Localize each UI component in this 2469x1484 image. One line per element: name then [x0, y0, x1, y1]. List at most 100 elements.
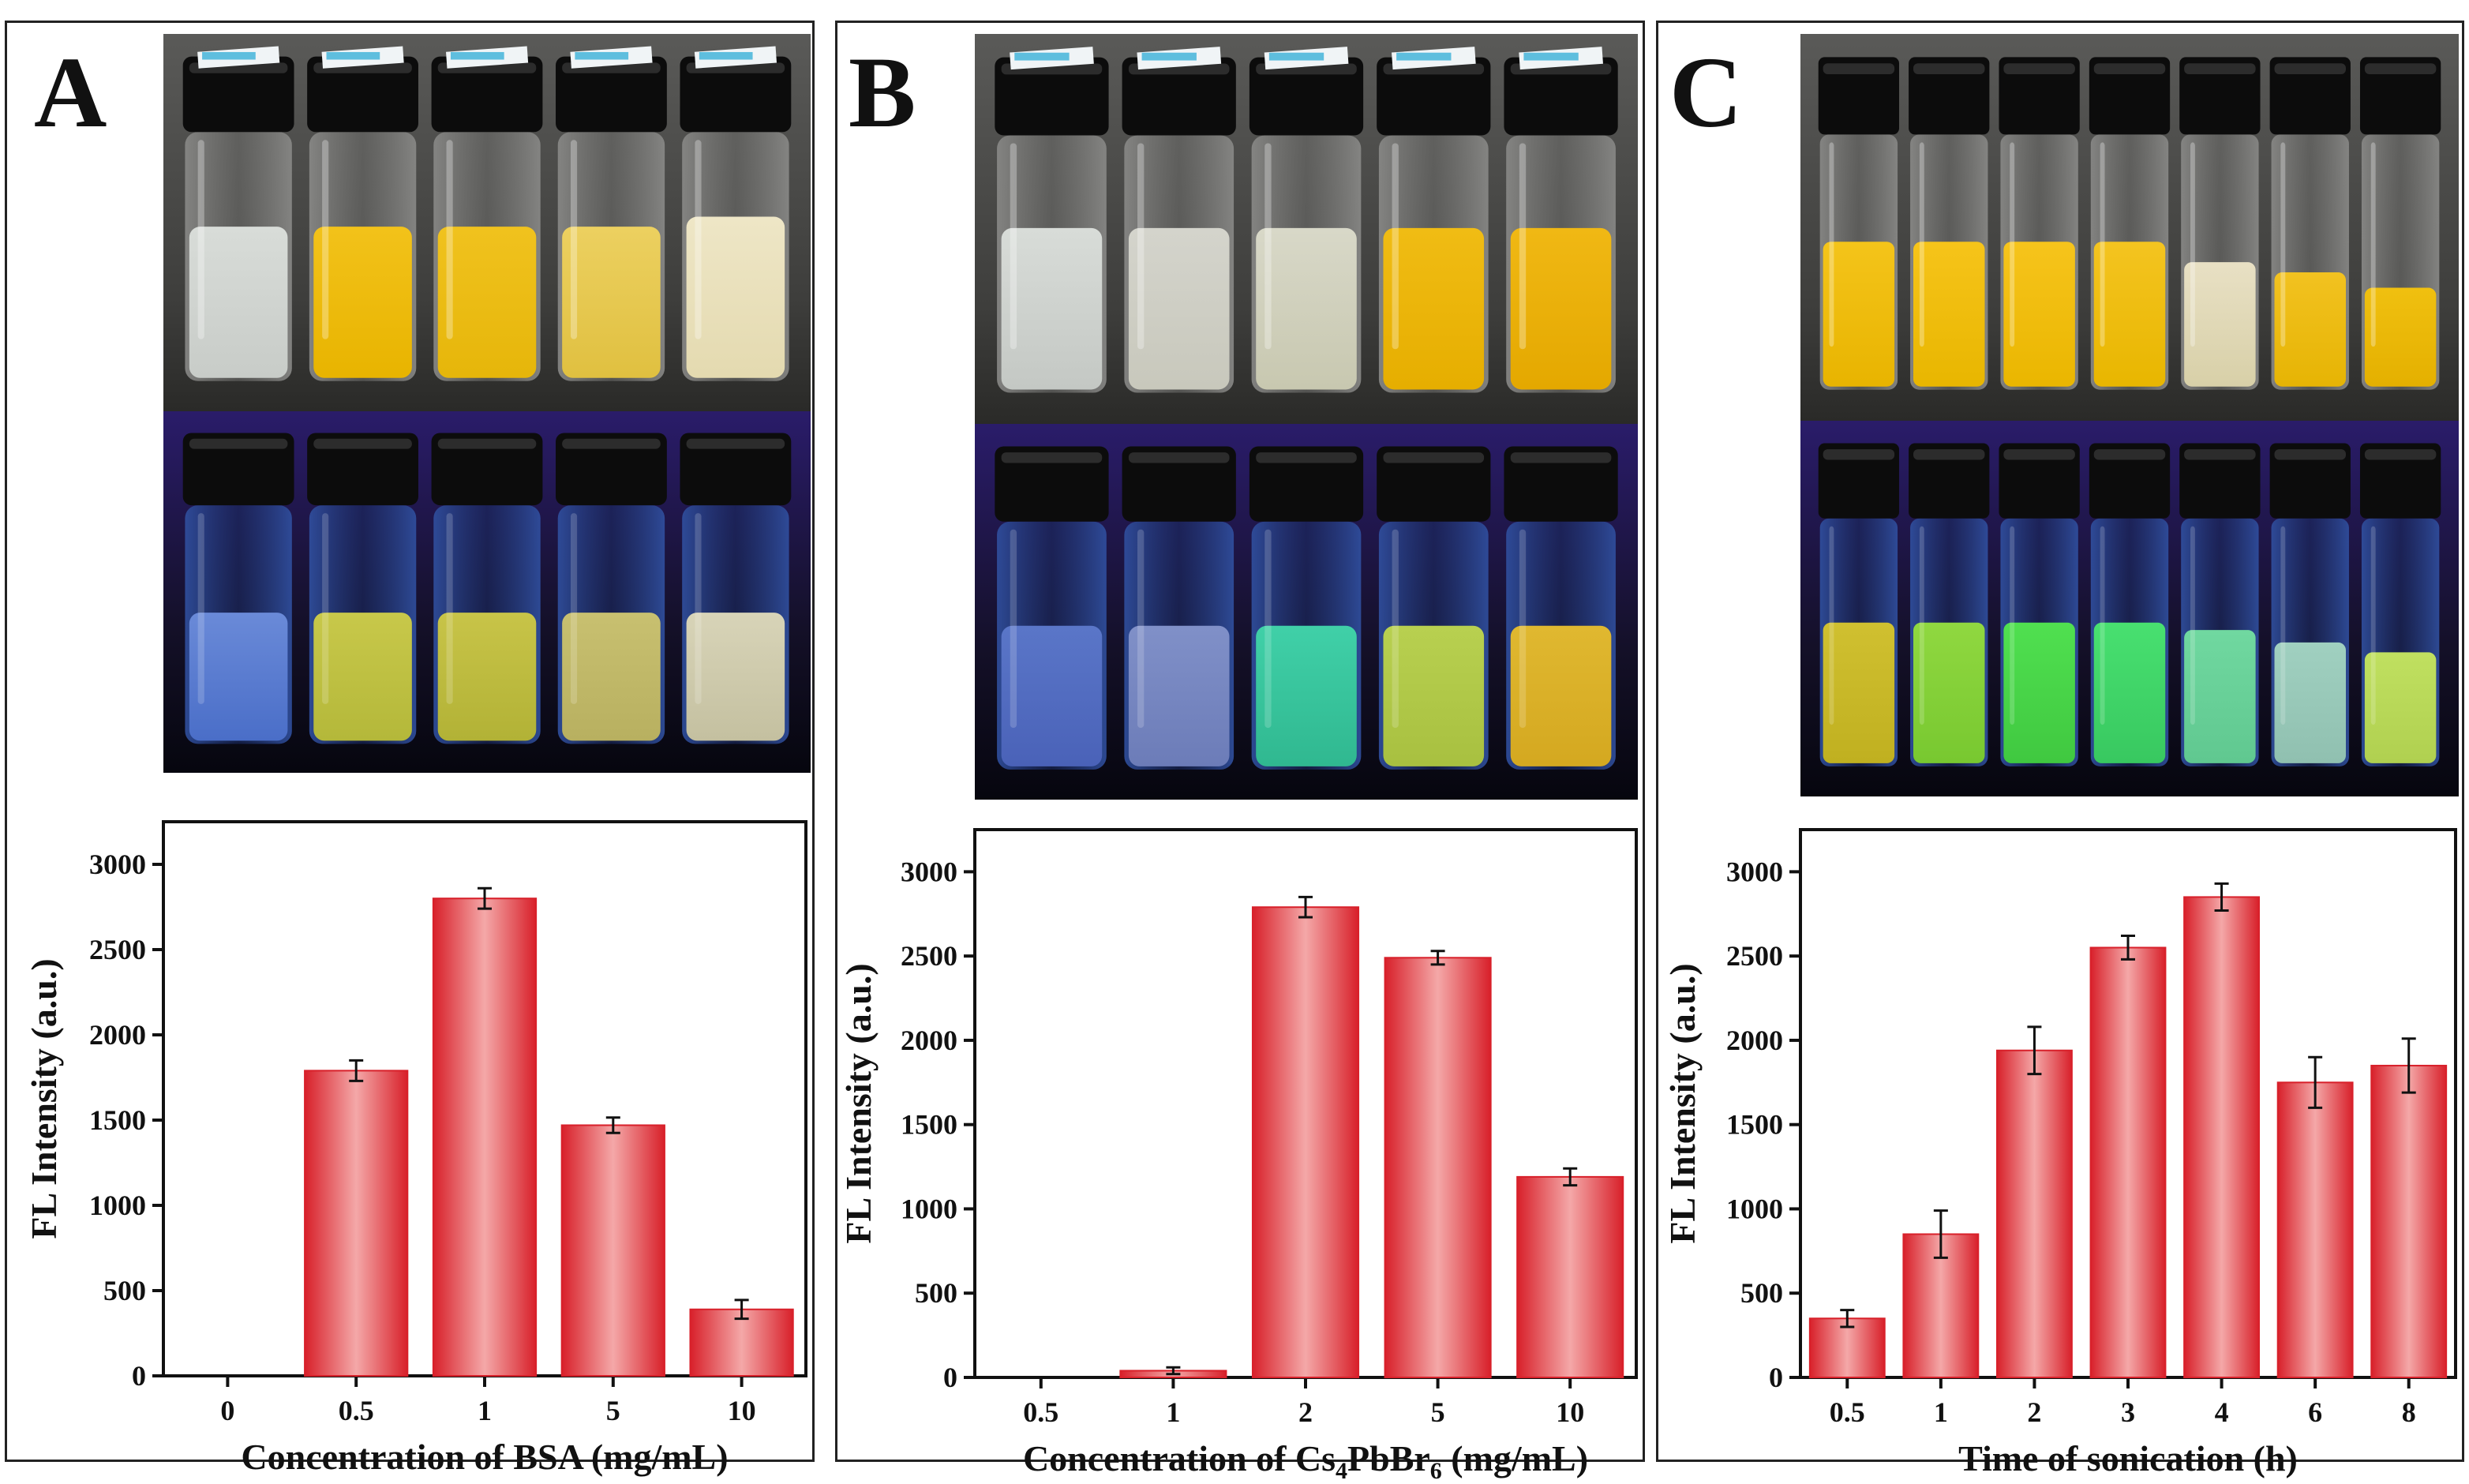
x-tick-label: 10	[1556, 1396, 1584, 1428]
vial	[1818, 443, 1900, 766]
y-tick-label: 1500	[901, 1109, 957, 1141]
bar	[2183, 896, 2261, 1378]
vial	[2359, 57, 2441, 390]
x-axis-label: Time of sonication (h)	[1958, 1438, 2298, 1478]
x-tick-label: 0	[220, 1395, 234, 1426]
vials-daylight	[163, 34, 811, 411]
bar	[1251, 906, 1360, 1378]
vials-uv-photo	[1800, 421, 2459, 796]
bar-chart-c: 0 500 1000 1500 2000 2500 3000 0.5 1 2 3 4 6 8 FL Inte…	[1658, 812, 2467, 1478]
vial	[431, 46, 543, 381]
vial	[1249, 446, 1364, 770]
y-tick-label: 3000	[1726, 856, 1783, 887]
x-tick-label: 5	[606, 1395, 620, 1426]
vial	[307, 433, 418, 744]
x-tick-label: 1	[1934, 1396, 1948, 1428]
vial	[1818, 57, 1900, 390]
vial	[2089, 57, 2171, 390]
bar	[1516, 1175, 1624, 1378]
bar-chart-b: 0 500 1000 1500 2000 2500 3000 0.5 1 2 5 10 FL Inten…	[837, 812, 1647, 1484]
y-tick-label: 1000	[1726, 1193, 1783, 1224]
x-tick-label: 0.5	[1023, 1396, 1058, 1428]
vial	[1377, 446, 1491, 770]
vial	[680, 433, 792, 744]
vial	[556, 433, 667, 744]
vials-daylight-photo	[163, 34, 811, 411]
chart-svg: 0 500 1000 1500 2000 2500 3000 0.5 1 2 5 10 FL Inten…	[838, 828, 1638, 1484]
vial	[182, 46, 294, 381]
vial	[431, 433, 543, 744]
panel-c: C 0 500 1000 1500 2000 2500 3000 0.5 1 2 3 4 6 8 FL In…	[1656, 21, 2467, 1478]
vial	[2269, 57, 2351, 390]
vial	[2359, 443, 2441, 766]
vials-uv-photo	[163, 411, 811, 773]
vial	[1504, 47, 1618, 393]
y-tick-label: 3000	[901, 856, 957, 887]
vials-uv	[1800, 421, 2459, 796]
y-tick-label: 2500	[901, 940, 957, 972]
vial	[1504, 446, 1618, 770]
bar	[1384, 957, 1492, 1378]
vial	[1999, 443, 2080, 766]
vial	[1909, 57, 1990, 390]
bar	[689, 1308, 794, 1377]
chart-svg: 0 500 1000 1500 2000 2500 3000 0.5 1 2 3 4 6 8 FL Inte…	[1662, 828, 2457, 1478]
vials-daylight	[1800, 34, 2459, 421]
y-tick-label: 1000	[901, 1193, 957, 1224]
y-tick-label: 500	[915, 1277, 957, 1309]
x-tick-label: 5	[1431, 1396, 1445, 1428]
vials-uv	[163, 411, 811, 773]
vial	[307, 46, 418, 381]
y-tick-label: 2000	[89, 1019, 146, 1051]
vial	[182, 433, 294, 744]
vials-uv	[975, 424, 1638, 800]
vial	[1909, 443, 1990, 766]
vial	[1249, 47, 1364, 393]
y-tick-label: 1000	[89, 1190, 146, 1221]
vials-uv-photo	[975, 424, 1638, 800]
panel-letter: B	[849, 36, 916, 148]
y-tick-label: 0	[132, 1360, 146, 1392]
x-tick-label: 2	[2027, 1396, 2041, 1428]
y-axis-label: FL Intensity (a.u.)	[838, 963, 879, 1243]
y-tick-label: 500	[103, 1275, 146, 1306]
vial	[1999, 57, 2080, 390]
bar-chart-a: 0 500 1000 1500 2000 2500 3000 0 0.5 1 5 10 FL Inten…	[7, 804, 817, 1477]
bar	[2370, 1064, 2448, 1378]
y-axis-label: FL Intensity (a.u.)	[1662, 963, 1703, 1243]
bar	[304, 1070, 409, 1377]
y-tick-label: 1500	[1726, 1109, 1783, 1141]
x-tick-label: 4	[2215, 1396, 2229, 1428]
chart-svg: 0 500 1000 1500 2000 2500 3000 0 0.5 1 5 10 FL Inten…	[24, 820, 807, 1477]
panel-b: B 0 500 1000 1500 2000 2500 3000 0.5 1 2 5 10 FL Int…	[835, 21, 1647, 1484]
panel-a: A 0 500 1000 1500 2000 2500 3000 0 0.5 1 5 10 FL Int…	[5, 21, 817, 1477]
x-tick-label: 1	[1166, 1396, 1180, 1428]
vials-daylight-photo	[1800, 34, 2459, 421]
x-tick-label: 6	[2308, 1396, 2322, 1428]
y-axis-label: FL Intensity (a.u.)	[24, 958, 64, 1239]
y-tick-label: 2500	[89, 934, 146, 965]
y-tick-label: 500	[1740, 1277, 1783, 1309]
vial	[2089, 443, 2171, 766]
x-tick-label: 0.5	[339, 1395, 374, 1426]
y-tick-label: 3000	[89, 849, 146, 880]
x-tick-label: 2	[1298, 1396, 1313, 1428]
y-tick-label: 1500	[89, 1104, 146, 1136]
vial	[2179, 443, 2261, 766]
vial	[995, 47, 1109, 393]
y-tick-label: 2000	[1726, 1025, 1783, 1056]
y-tick-label: 0	[1769, 1362, 1783, 1393]
x-tick-label: 3	[2121, 1396, 2135, 1428]
vial	[680, 46, 792, 381]
y-tick-label: 2000	[901, 1025, 957, 1056]
panel-letter: C	[1669, 36, 1743, 148]
vial	[995, 446, 1109, 770]
vials-daylight-photo	[975, 34, 1638, 424]
bar	[560, 1124, 665, 1377]
vial	[1122, 446, 1236, 770]
vial	[2179, 57, 2261, 390]
panel-letter: A	[34, 36, 107, 148]
x-tick-label: 0.5	[1830, 1396, 1865, 1428]
x-tick-label: 1	[478, 1395, 492, 1426]
x-axis-label: Concentration of Cs4PbBr6 (mg/mL)	[1023, 1438, 1588, 1484]
